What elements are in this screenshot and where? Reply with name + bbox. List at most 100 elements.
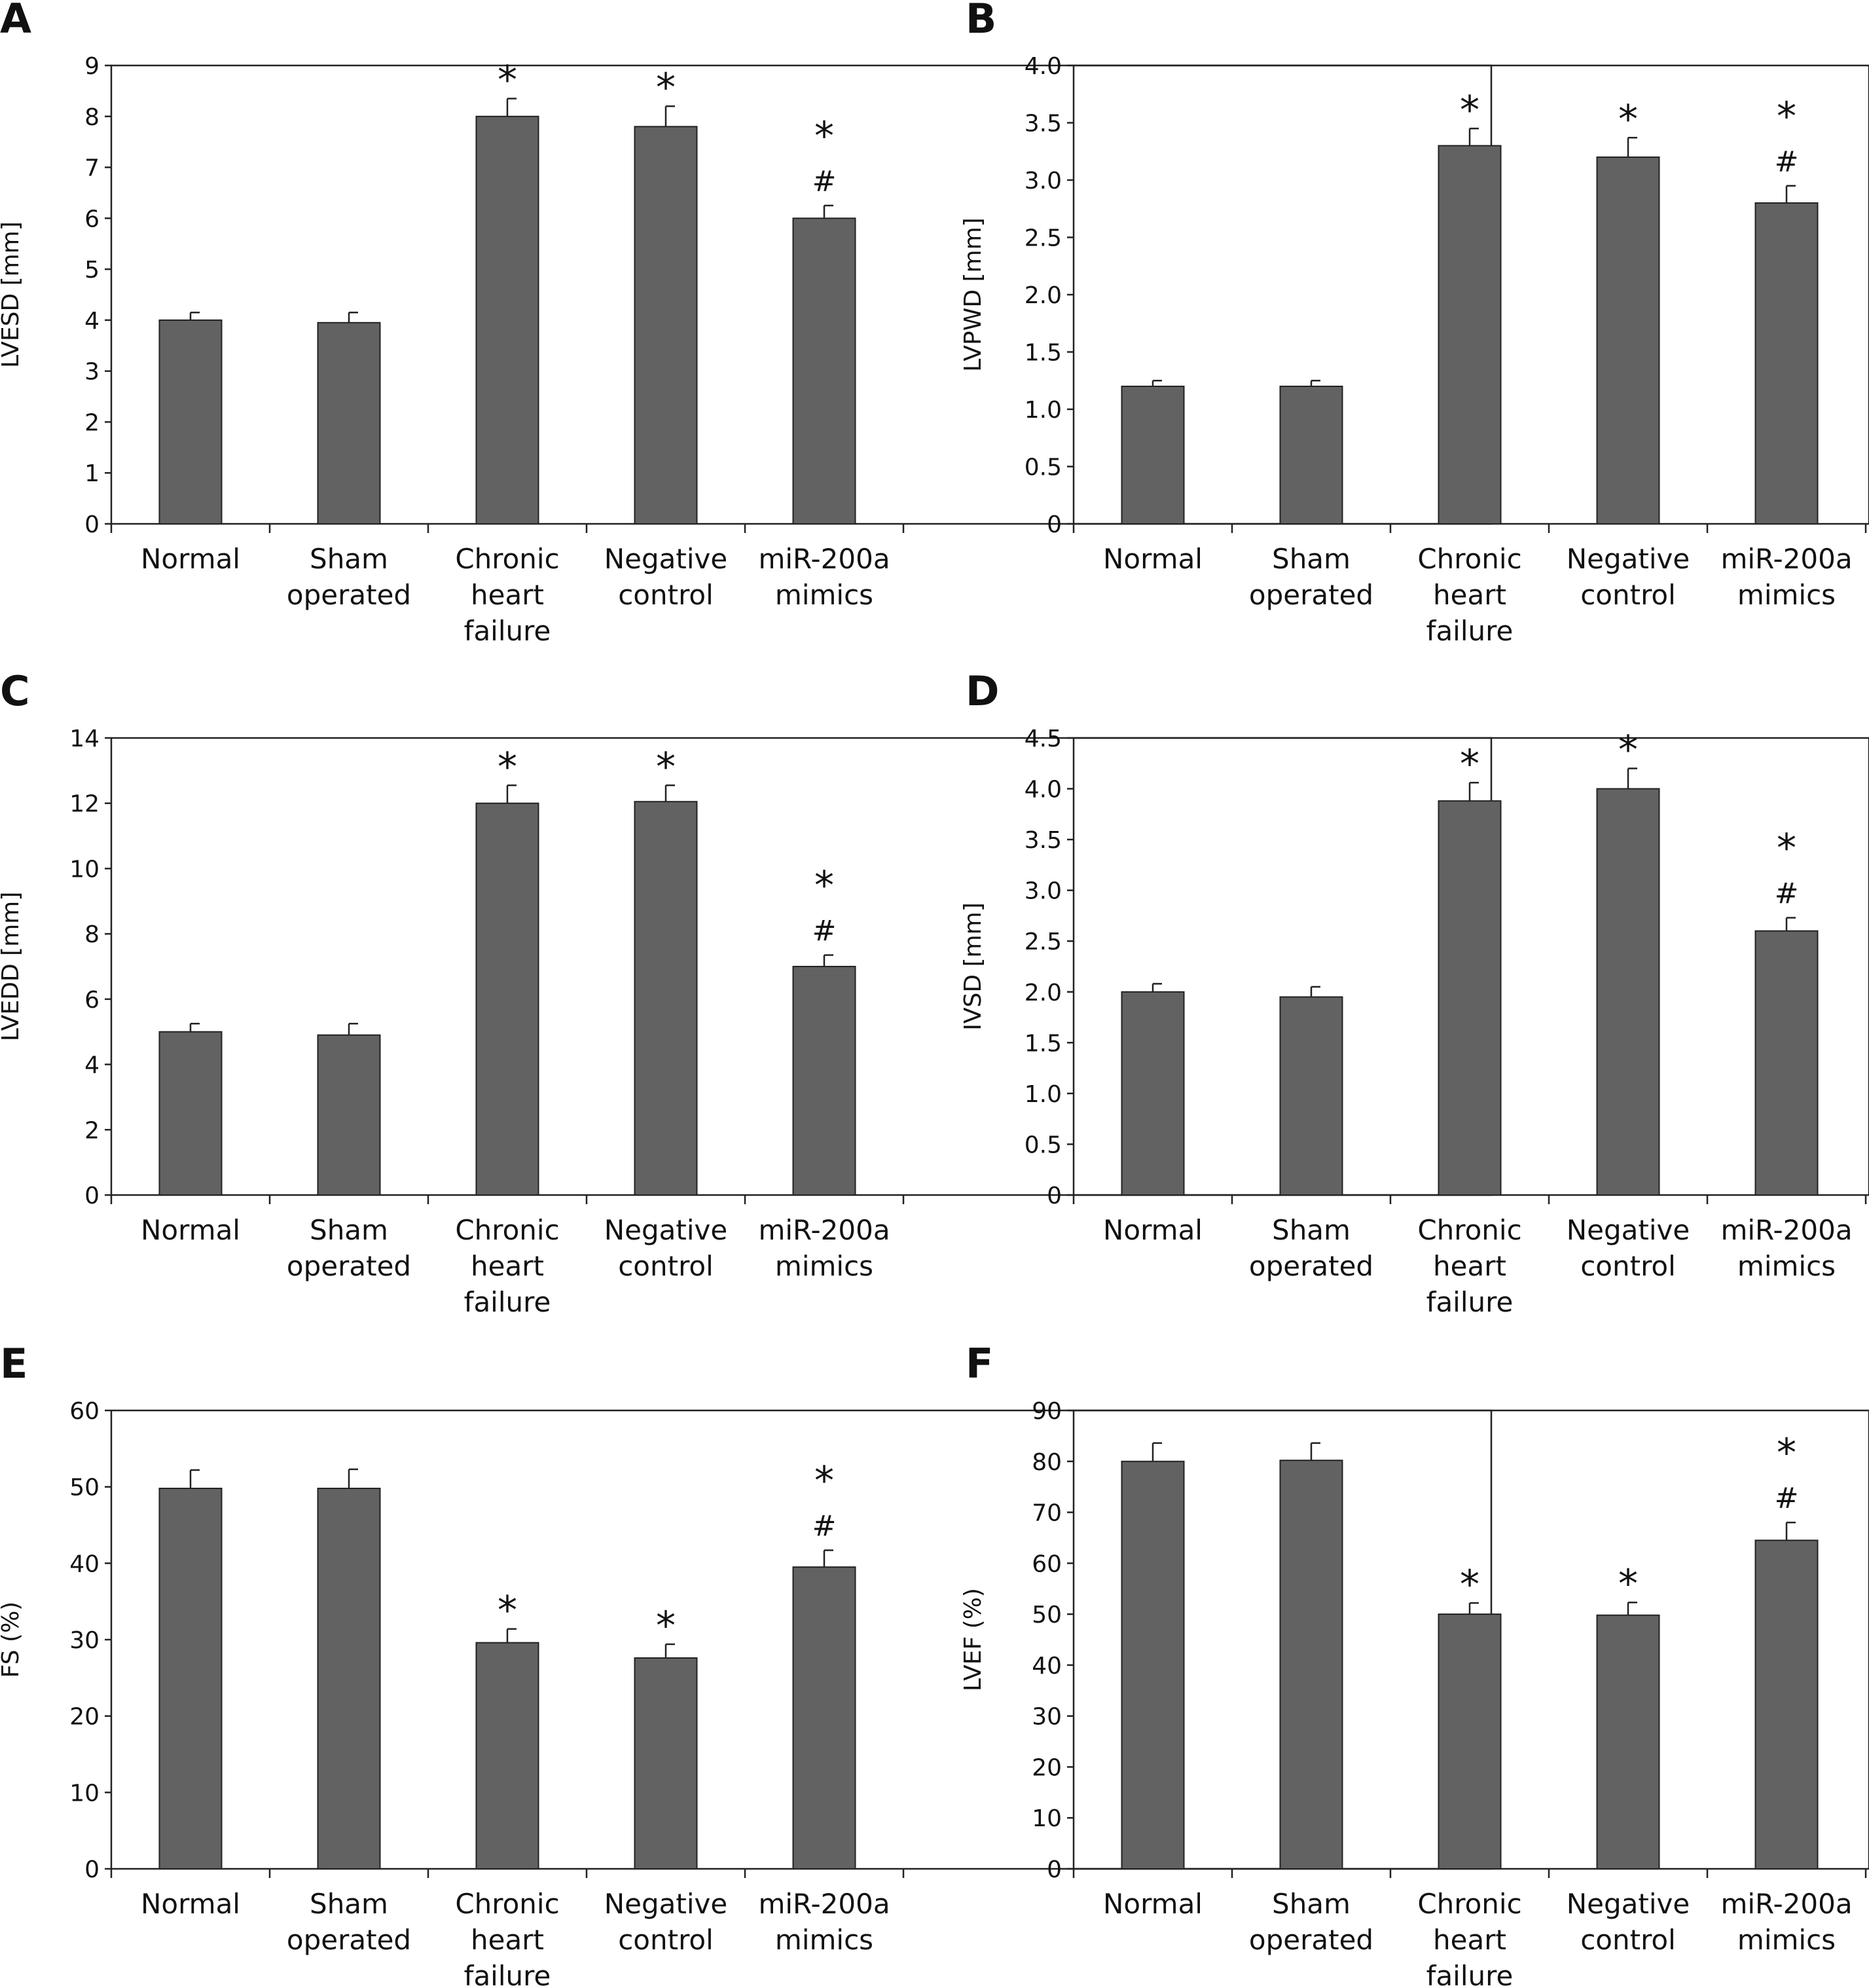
x-category-label: heart xyxy=(471,1250,544,1282)
x-category-label: Sham xyxy=(1272,543,1351,575)
significance-asterisk: * xyxy=(1777,1430,1796,1476)
bar xyxy=(1596,788,1660,1196)
bar xyxy=(1754,1539,1819,1869)
y-tick-label: 0.5 xyxy=(1025,454,1062,481)
bar xyxy=(1596,1614,1660,1870)
y-axis-title: FS (%) xyxy=(0,1602,24,1678)
panel-letter: C xyxy=(0,667,30,715)
x-category-label: heart xyxy=(1433,1924,1506,1956)
significance-asterisk: * xyxy=(498,58,517,103)
y-tick-label: 3.0 xyxy=(1025,878,1062,905)
y-tick-label: 80 xyxy=(1032,1449,1062,1476)
x-category-label: Negative xyxy=(1567,1888,1690,1920)
bar xyxy=(792,217,856,525)
y-tick-label: 2.0 xyxy=(1025,980,1062,1006)
significance-asterisk: * xyxy=(656,744,676,790)
x-category-label: Normal xyxy=(1103,1214,1203,1246)
bar xyxy=(792,966,856,1196)
bar xyxy=(1438,800,1502,1196)
x-category-label: failure xyxy=(1426,615,1514,647)
significance-asterisk: * xyxy=(814,1458,834,1504)
y-tick-label: 0 xyxy=(1047,1183,1062,1209)
y-tick-label: 60 xyxy=(69,1398,100,1425)
y-tick-label: 2.0 xyxy=(1025,282,1062,309)
x-category-label: Sham xyxy=(1272,1214,1351,1246)
y-tick-label: 1.0 xyxy=(1025,1081,1062,1108)
significance-asterisk: * xyxy=(498,1588,517,1634)
bar xyxy=(317,1034,381,1196)
bar xyxy=(1279,1460,1343,1869)
significance-hash: # xyxy=(1775,1482,1799,1515)
x-category-label: control xyxy=(618,1924,714,1956)
bar xyxy=(1438,1613,1502,1869)
x-category-label: miR-200a xyxy=(758,543,890,575)
y-tick-label: 40 xyxy=(1032,1653,1062,1680)
y-tick-label: 2 xyxy=(84,1117,100,1144)
x-category-label: operated xyxy=(287,1924,411,1956)
panel-letter: E xyxy=(0,1340,27,1388)
significance-asterisk: * xyxy=(1618,96,1638,142)
x-category-label: operated xyxy=(1249,579,1373,611)
x-category-label: control xyxy=(1580,1250,1676,1282)
x-category-label: Negative xyxy=(604,1214,728,1246)
y-tick-label: 7 xyxy=(84,155,100,182)
y-axis-title: LVEF (%) xyxy=(960,1588,987,1691)
x-category-label: miR-200a xyxy=(1720,1214,1852,1246)
y-tick-label: 14 xyxy=(69,726,100,752)
x-category-label: Chronic xyxy=(455,543,559,575)
y-tick-label: 30 xyxy=(69,1627,100,1654)
x-category-label: control xyxy=(1580,579,1676,611)
y-tick-label: 70 xyxy=(1032,1500,1062,1527)
y-tick-label: 2.5 xyxy=(1025,225,1062,252)
significance-asterisk: * xyxy=(1618,1561,1638,1607)
bar xyxy=(158,1031,223,1196)
x-category-label: mimics xyxy=(775,579,873,611)
x-category-label: failure xyxy=(464,1960,551,1988)
y-axis-title: IVSD [mm] xyxy=(960,902,987,1031)
x-category-label: Normal xyxy=(141,1214,240,1246)
bar xyxy=(158,1488,223,1869)
chart-panel-f: F 0 10 20 30 40 50 60 70 80 90 LVEF (%) Normal Sham op… xyxy=(960,1340,1869,1988)
significance-asterisk: * xyxy=(498,744,517,790)
x-category-label: heart xyxy=(471,1924,544,1956)
bar xyxy=(634,126,698,525)
y-tick-label: 3.5 xyxy=(1025,827,1062,854)
x-category-label: mimics xyxy=(1737,579,1836,611)
x-category-label: Normal xyxy=(1103,1888,1203,1920)
y-tick-label: 0 xyxy=(84,1856,100,1883)
y-tick-label: 30 xyxy=(1032,1704,1062,1731)
x-category-label: Sham xyxy=(310,1214,388,1246)
y-tick-label: 3.0 xyxy=(1025,168,1062,194)
significance-asterisk: * xyxy=(1460,1562,1479,1608)
significance-hash: # xyxy=(812,915,837,948)
significance-asterisk: * xyxy=(1460,741,1479,787)
y-tick-label: 4 xyxy=(84,308,100,335)
x-category-label: mimics xyxy=(775,1250,873,1282)
y-tick-label: 1.0 xyxy=(1025,397,1062,424)
bar xyxy=(1279,996,1343,1196)
significance-asterisk: * xyxy=(1460,87,1479,133)
panel-letter: A xyxy=(0,0,31,43)
y-tick-label: 10 xyxy=(69,1780,100,1807)
significance-hash: # xyxy=(1775,877,1799,911)
x-category-label: failure xyxy=(464,615,551,647)
x-category-label: Negative xyxy=(1567,1214,1690,1246)
bar xyxy=(1754,930,1819,1196)
x-category-label: Negative xyxy=(604,543,728,575)
bar xyxy=(792,1566,856,1870)
x-category-label: Sham xyxy=(310,1888,388,1920)
y-tick-label: 3.5 xyxy=(1025,111,1062,138)
bar xyxy=(1121,991,1185,1196)
significance-hash: # xyxy=(1775,145,1799,179)
bar xyxy=(634,1657,698,1869)
y-tick-label: 5 xyxy=(84,257,100,284)
x-category-label: operated xyxy=(1249,1924,1373,1956)
significance-asterisk: * xyxy=(1777,826,1796,872)
y-tick-label: 0 xyxy=(84,1183,100,1209)
y-tick-label: 4.0 xyxy=(1025,777,1062,803)
y-tick-label: 90 xyxy=(1032,1398,1062,1425)
bar xyxy=(1438,145,1502,525)
y-tick-label: 8 xyxy=(84,921,100,948)
x-category-label: miR-200a xyxy=(1720,1888,1852,1920)
